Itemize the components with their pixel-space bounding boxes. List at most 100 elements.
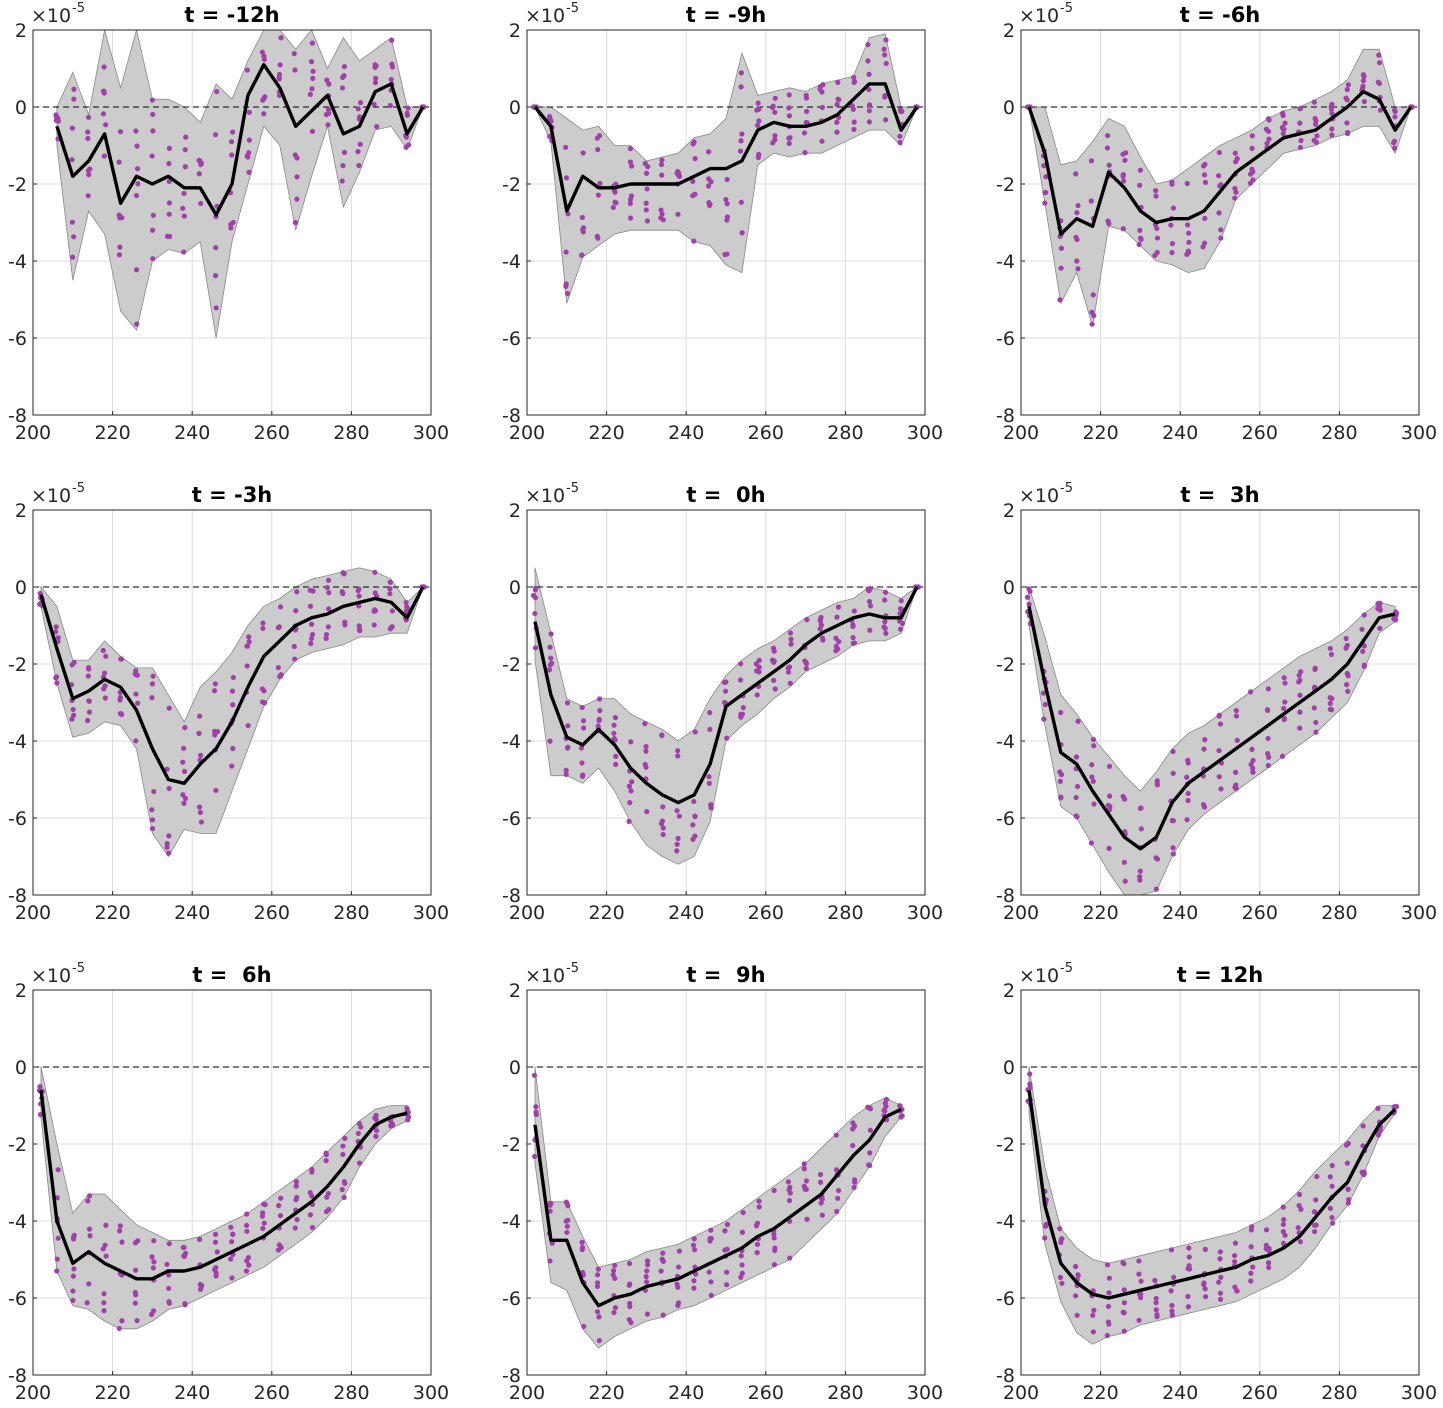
ensemble-point — [738, 84, 744, 90]
ensemble-point — [1313, 1197, 1319, 1203]
ensemble-point — [1041, 716, 1047, 722]
ensemble-point — [1343, 95, 1349, 101]
ensemble-point — [819, 1212, 825, 1218]
ensemble-point — [658, 161, 665, 168]
ensemble-point — [564, 700, 571, 706]
ensemble-point — [230, 129, 236, 135]
ensemble-point — [834, 119, 840, 125]
ensemble-point — [1137, 167, 1143, 173]
ensemble-point — [643, 1279, 650, 1285]
ensemble-point — [260, 620, 266, 626]
ensemble-point — [724, 217, 730, 223]
y-tick-label: 0 — [15, 577, 27, 599]
y-exponent-power: -5 — [72, 481, 85, 496]
ensemble-point — [1232, 150, 1238, 156]
ensemble-point — [1104, 145, 1111, 151]
ensemble-point — [658, 1268, 664, 1274]
ensemble-point — [150, 673, 156, 679]
ensemble-point — [1154, 1314, 1160, 1320]
y-tick-label: -6 — [996, 328, 1015, 350]
ensemble-point — [772, 109, 778, 115]
ensemble-point — [308, 635, 315, 642]
ensemble-point — [1344, 86, 1350, 93]
ensemble-point — [722, 1228, 728, 1234]
ensemble-point — [1168, 1288, 1174, 1294]
ensemble-point — [1311, 1228, 1318, 1235]
ensemble-point — [1104, 1332, 1110, 1339]
ensemble-point — [579, 252, 585, 258]
subplot-panel: 200 220 240 260 280 300 2 0 -2 -4 -6 -8 ×10 -5 t = 0h — [502, 481, 943, 924]
ensemble-point — [1281, 126, 1287, 132]
ensemble-point — [134, 321, 140, 327]
ensemble-point — [738, 1274, 744, 1280]
ensemble-point — [1075, 202, 1081, 209]
ensemble-point — [309, 1224, 316, 1231]
ensemble-point — [739, 711, 746, 717]
ensemble-point — [1344, 682, 1350, 688]
ensemble-point — [1216, 774, 1222, 780]
ensemble-point — [563, 1218, 569, 1224]
ensemble-point — [882, 589, 889, 595]
ensemble-point — [53, 675, 59, 681]
ensemble-point — [850, 106, 856, 112]
ensemble-point — [611, 730, 617, 736]
ensemble-point — [372, 1115, 378, 1121]
ensemble-point — [690, 178, 696, 184]
y-tick-label: 0 — [1003, 1057, 1015, 1079]
ensemble-point — [324, 584, 330, 591]
ensemble-point — [851, 74, 857, 80]
ensemble-point — [1247, 180, 1254, 186]
ensemble-point — [1250, 757, 1256, 763]
ensemble-point — [564, 745, 571, 751]
ensemble-point — [1153, 1307, 1159, 1313]
ensemble-point — [166, 145, 173, 151]
ensemble-point — [388, 76, 394, 83]
ensemble-point — [1185, 760, 1191, 766]
ensemble-point — [71, 659, 77, 666]
ensemble-point — [675, 748, 681, 754]
x-tick-label: 240 — [174, 422, 210, 444]
ensemble-point — [291, 643, 297, 650]
ensemble-point — [1330, 1220, 1336, 1226]
ensemble-point — [214, 1249, 220, 1255]
ensemble-point — [276, 624, 282, 630]
mean-line — [533, 1107, 902, 1308]
ensemble-point — [1170, 770, 1176, 776]
ensemble-point — [644, 1258, 651, 1264]
x-tick-label: 220 — [588, 1382, 624, 1404]
ensemble-point — [1265, 1260, 1272, 1266]
ensemble-point — [356, 623, 362, 629]
ensemble-point — [785, 669, 792, 675]
x-tick-label: 300 — [907, 422, 943, 444]
ensemble-point — [212, 688, 218, 694]
y-tick-label: -4 — [502, 1211, 521, 1233]
x-tick-label: 280 — [333, 1382, 369, 1404]
panel-title: t = 0h — [686, 483, 765, 507]
ensemble-point — [1297, 144, 1303, 151]
ensemble-point — [84, 717, 91, 724]
ensemble-point — [706, 176, 712, 182]
ensemble-point — [1361, 73, 1367, 80]
ensemble-point — [1327, 1205, 1333, 1211]
ensemble-point — [691, 1285, 697, 1291]
ensemble-point — [150, 256, 156, 262]
ensemble-point — [1074, 783, 1081, 790]
ensemble-point — [579, 214, 585, 221]
ensemble-point — [149, 681, 156, 687]
ensemble-point — [835, 1195, 841, 1201]
ensemble-point — [1360, 83, 1366, 89]
ensemble-point — [1074, 236, 1080, 243]
ensemble-point — [342, 1180, 348, 1187]
ensemble-point — [834, 129, 840, 135]
ensemble-point — [1343, 635, 1349, 642]
ensemble-point — [579, 1239, 585, 1245]
ensemble-point — [833, 1167, 840, 1173]
ensemble-point — [833, 1132, 839, 1138]
x-tick-label: 220 — [588, 902, 624, 924]
ensemble-point — [1328, 104, 1334, 110]
ensemble-point — [1122, 157, 1128, 163]
ensemble-point — [54, 1268, 60, 1274]
ensemble-point — [1344, 130, 1351, 137]
ensemble-point — [244, 1211, 250, 1217]
ensemble-point — [372, 569, 378, 575]
